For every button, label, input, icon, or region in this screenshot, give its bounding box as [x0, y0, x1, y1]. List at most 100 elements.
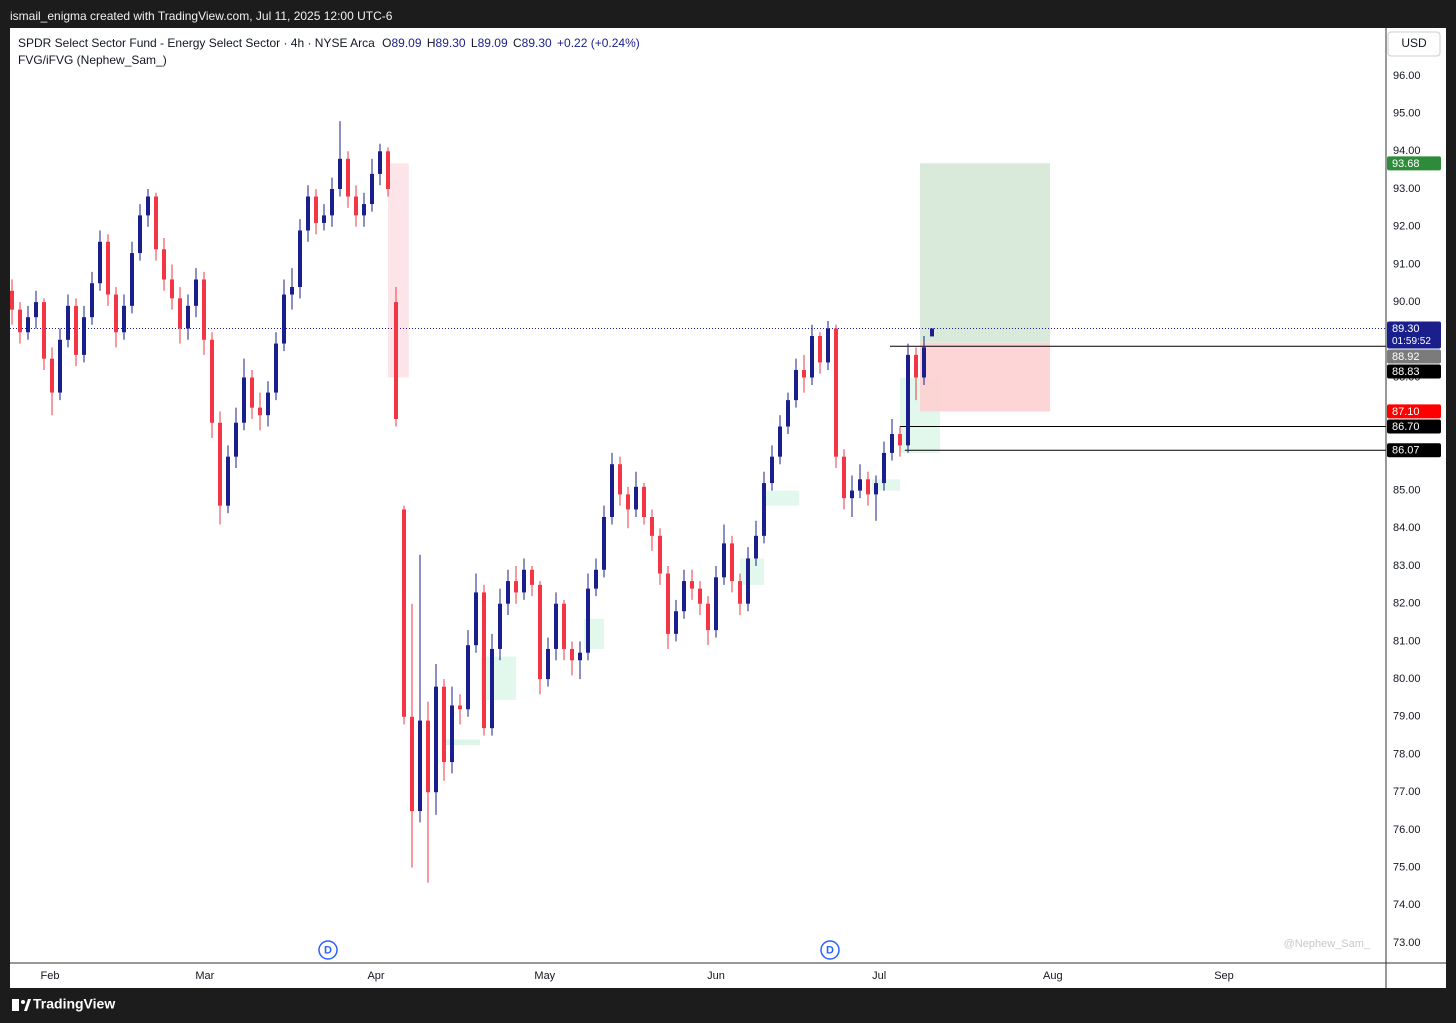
candle-body: [50, 358, 54, 393]
topbar-text: ismail_enigma created with TradingView.c…: [10, 9, 393, 23]
candle-body: [850, 490, 854, 499]
candle-body: [674, 611, 678, 634]
y-tick-label: 94.00: [1393, 145, 1421, 157]
x-tick-label: Jul: [872, 970, 886, 982]
candle-body: [474, 592, 478, 646]
ohlc-value: 89.09: [392, 36, 422, 50]
event-marker: [820, 940, 840, 960]
candle-body: [594, 569, 598, 589]
price-badge: [1387, 404, 1441, 419]
price-badge: [1387, 156, 1441, 171]
candle-body: [274, 343, 278, 393]
candle-body: [74, 305, 78, 355]
candle-body: [562, 603, 566, 649]
candle-body: [106, 241, 110, 295]
candle-body: [98, 241, 102, 284]
y-tick-label: 80.00: [1393, 673, 1421, 685]
logo-part: [21, 1000, 25, 1004]
candle-body: [82, 317, 86, 355]
candle-body: [490, 648, 494, 729]
candle-body: [226, 456, 230, 506]
x-tick-label: Mar: [195, 970, 214, 982]
ohlc-name: L: [471, 36, 478, 50]
candle-body: [442, 686, 446, 763]
candle-body: [322, 215, 326, 223]
candle-body: [890, 434, 894, 453]
currency[interactable]: USD: [1401, 36, 1427, 50]
candle-body: [530, 569, 534, 585]
y-tick-label: 92.00: [1393, 221, 1421, 233]
candle-body: [138, 215, 142, 254]
candle-body: [874, 483, 878, 495]
change: +0.22 (+0.24%): [557, 36, 640, 50]
event-marker: [318, 940, 338, 960]
x-tick-label: Apr: [367, 970, 384, 982]
candle-body: [18, 309, 22, 333]
candle-body: [794, 369, 798, 401]
ohlc-value: 89.30: [522, 36, 552, 50]
candle-body: [666, 573, 670, 634]
candle-body: [114, 294, 118, 333]
candle-body: [882, 452, 886, 484]
x-tick-label: Aug: [1043, 970, 1063, 982]
candle-body: [842, 456, 846, 499]
candle-body: [810, 336, 814, 378]
x-tick-label: May: [534, 970, 555, 982]
candle-body: [586, 588, 590, 653]
candle-body: [898, 434, 902, 446]
candle-body: [306, 196, 310, 231]
brand[interactable]: TradingView: [33, 996, 115, 1012]
candle-body: [66, 305, 70, 340]
ohlc-name: O: [382, 36, 391, 50]
candle-body: [10, 290, 14, 310]
price-badge-label: 87.10: [1392, 406, 1420, 418]
logo-part: [12, 999, 19, 1011]
candle-body: [618, 464, 622, 495]
y-tick-label: 77.00: [1393, 786, 1421, 798]
indicator-label[interactable]: FVG/iFVG (Nephew_Sam_): [18, 53, 167, 67]
candle-body: [642, 486, 646, 517]
candle-body: [634, 486, 638, 510]
candle-body: [514, 581, 518, 593]
candle-body: [34, 302, 38, 318]
fvg-zone: [444, 739, 480, 746]
price-badge: [1387, 443, 1441, 458]
price-badge: [1387, 419, 1441, 434]
candle-body: [522, 569, 526, 593]
y-tick-label: 81.00: [1393, 635, 1421, 647]
y-tick-label: 85.00: [1393, 485, 1421, 497]
candle-body: [762, 483, 766, 536]
candle-body: [706, 603, 710, 631]
y-tick-label: 78.00: [1393, 748, 1421, 760]
candle-body: [394, 302, 398, 419]
logo-part: [24, 999, 31, 1011]
candle-body: [778, 426, 782, 457]
fvg-zone: [388, 163, 409, 378]
candle-body: [186, 305, 190, 329]
candle-body: [866, 479, 870, 495]
candle-body: [370, 173, 374, 205]
candle-body: [546, 648, 550, 680]
fvg-zone: [872, 479, 900, 491]
candle-body: [658, 535, 662, 574]
price-badge-label: 88.83: [1392, 366, 1420, 378]
y-tick-label: 74.00: [1393, 899, 1421, 911]
candle-body: [538, 584, 542, 680]
currency-box[interactable]: [1387, 31, 1441, 57]
ohlc-name: H: [427, 36, 436, 50]
candle-body: [786, 400, 790, 427]
y-tick-label: 93.00: [1393, 183, 1421, 195]
candle-body: [330, 188, 334, 216]
price-badge-label: 89.30: [1392, 323, 1420, 335]
candle-body: [362, 204, 366, 216]
price-countdown: 01:59:52: [1392, 336, 1431, 347]
candle-body: [858, 479, 862, 491]
candle-body: [906, 354, 910, 446]
candle-body: [482, 592, 486, 729]
candle-body: [202, 279, 206, 340]
candle-body: [754, 535, 758, 559]
y-tick-label: 95.00: [1393, 107, 1421, 119]
candle-body: [154, 196, 158, 250]
candle-body: [26, 317, 30, 333]
